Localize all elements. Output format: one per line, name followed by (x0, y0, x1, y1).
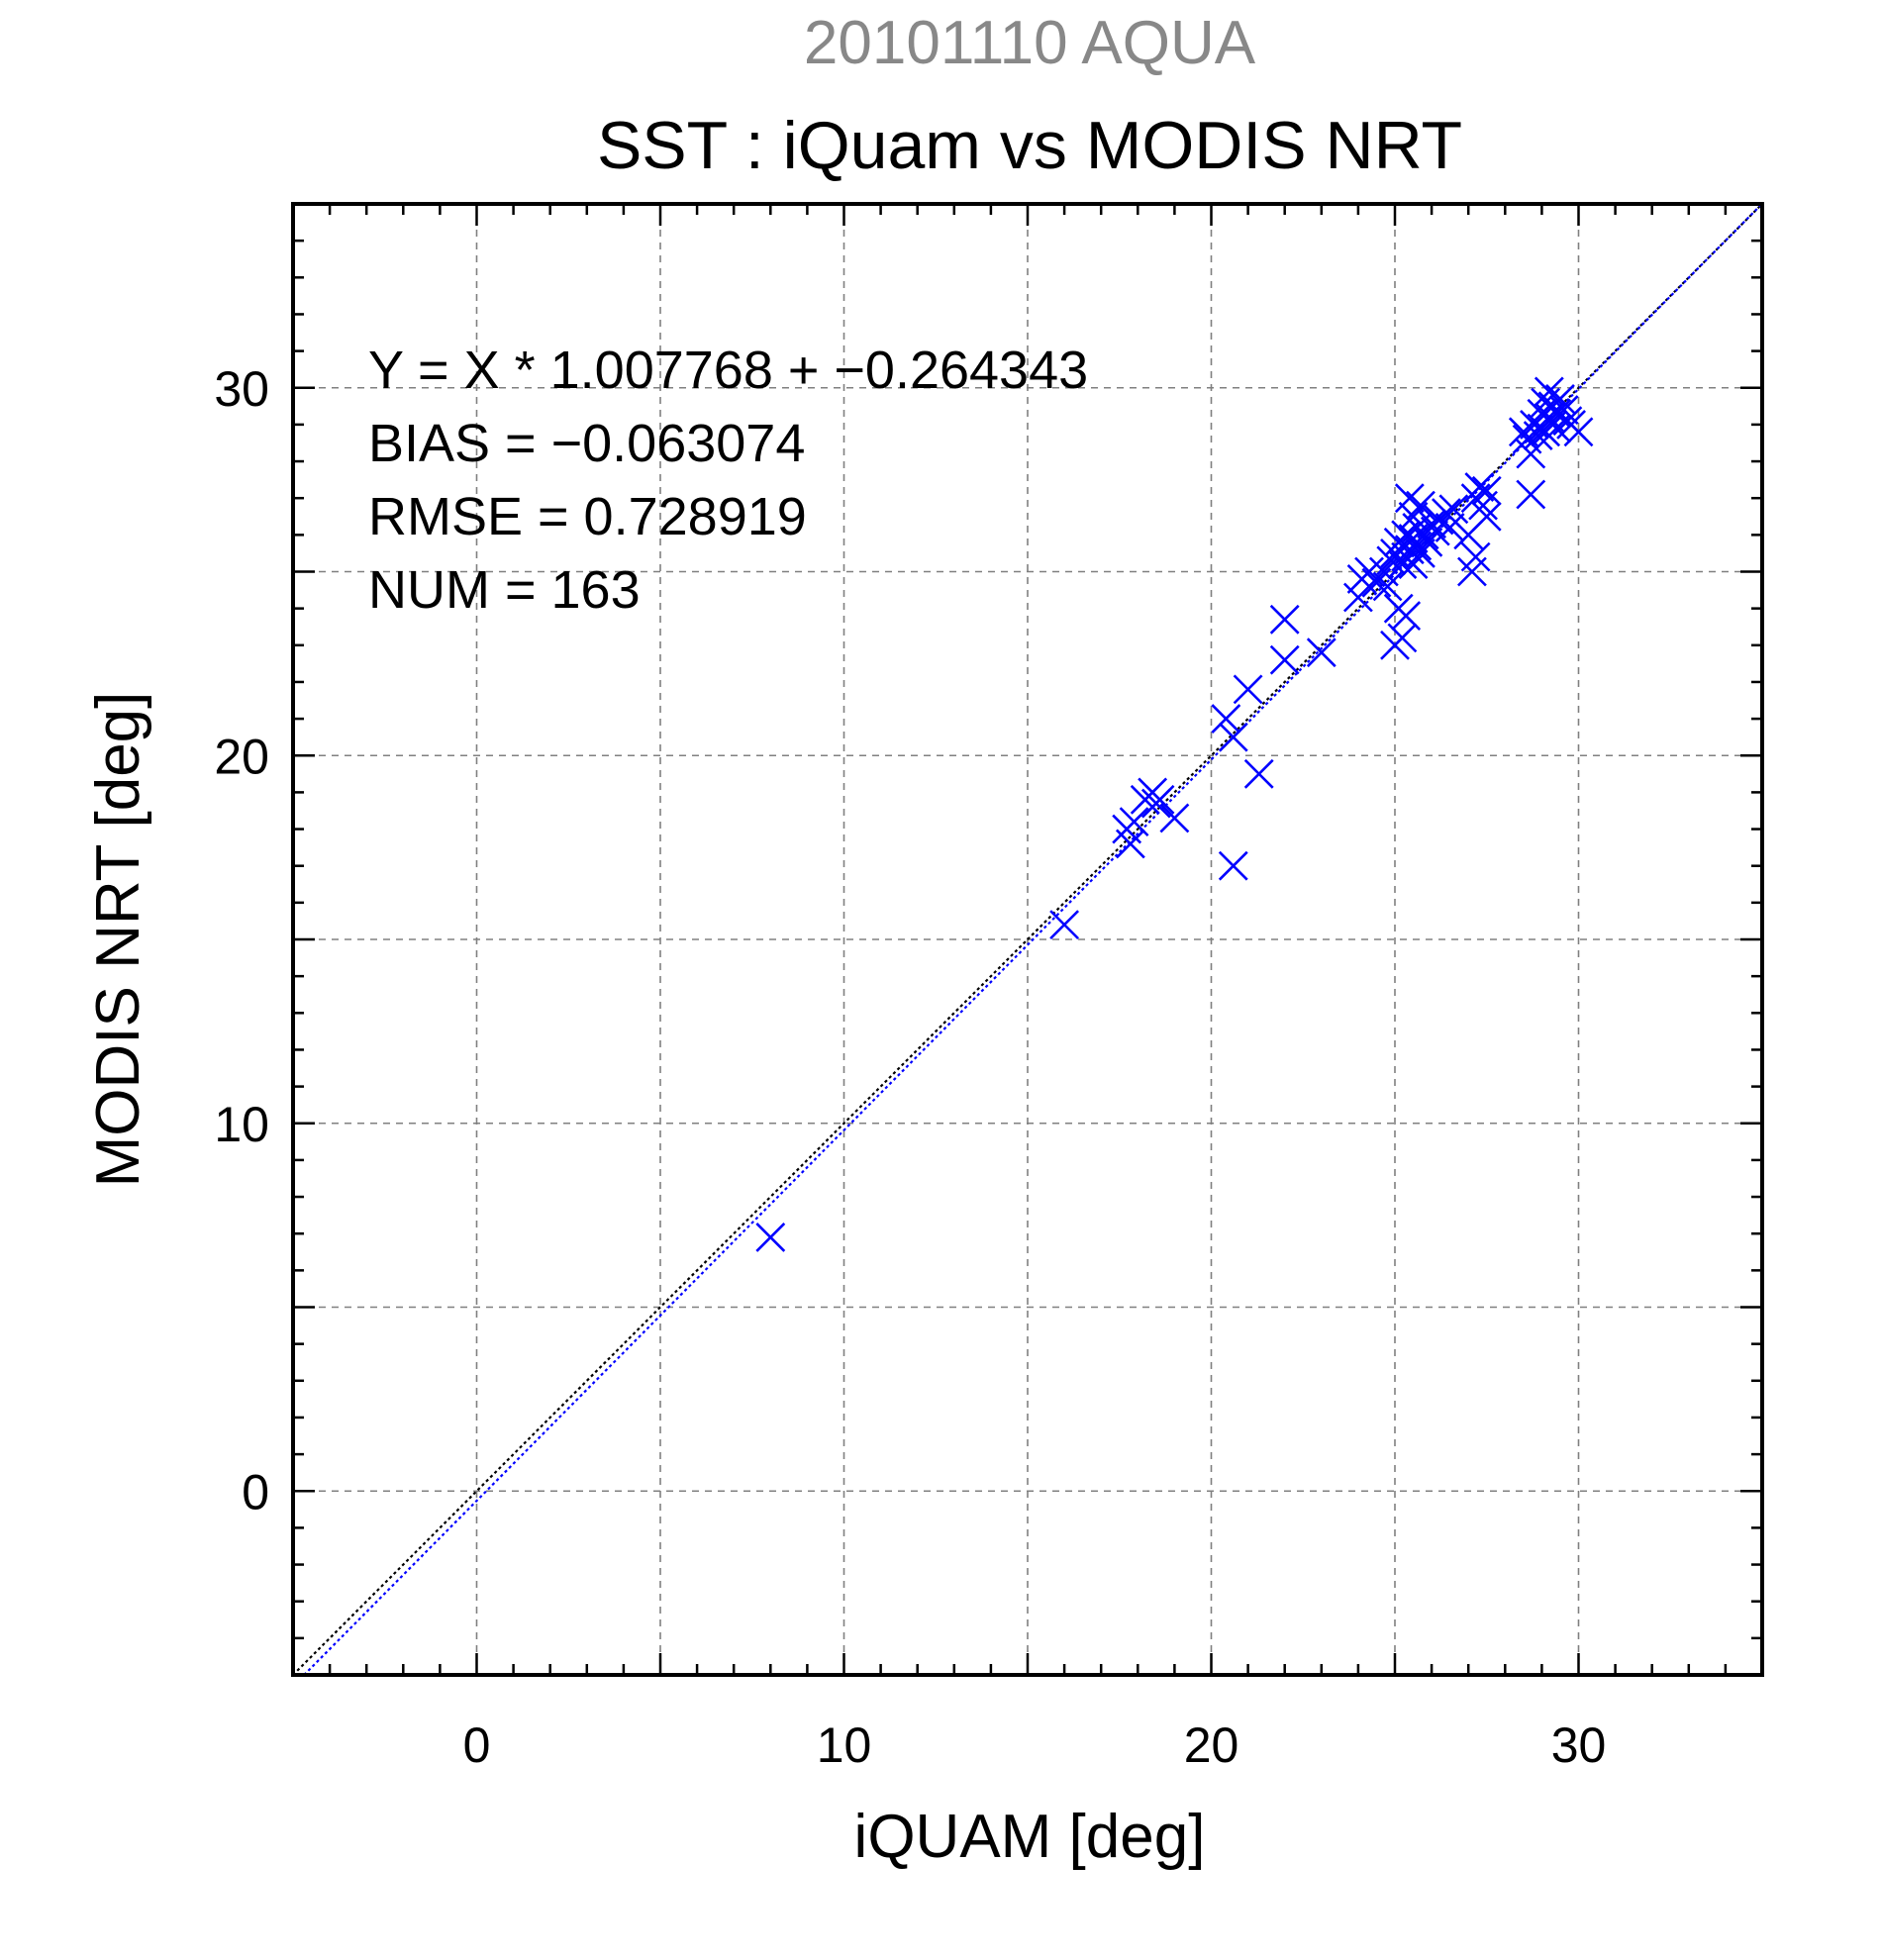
x-tick-label: 20 (1184, 1717, 1239, 1773)
data-point-stroke (1387, 623, 1418, 653)
data-point (1211, 704, 1241, 735)
data-point-stroke (1211, 704, 1241, 735)
data-point (1438, 494, 1469, 525)
chart-title: SST : iQuam vs MODIS NRT (597, 108, 1462, 183)
stat-count: NUM = 163 (368, 560, 641, 620)
data-point (1243, 758, 1274, 789)
data-point (1306, 637, 1336, 668)
x-axis-label: iQUAM [deg] (854, 1803, 1206, 1871)
data-point-stroke (1144, 784, 1175, 815)
data-point-stroke (1342, 582, 1373, 613)
tick-labels: 0 10 20 30 0 10 20 30 (214, 361, 1606, 1773)
data-point-stroke (1471, 501, 1502, 532)
y-tick-label: 20 (214, 729, 269, 784)
data-point (1119, 807, 1149, 837)
data-point (1471, 501, 1502, 532)
data-point (1144, 784, 1175, 815)
regression-line (303, 203, 1763, 1676)
stat-bias: BIAS = −0.063074 (368, 414, 805, 473)
chart-subtitle: 20101110 AQUA (804, 9, 1256, 77)
data-point (1218, 850, 1248, 881)
data-point (1516, 479, 1546, 510)
data-point (1417, 509, 1447, 539)
data-point-stroke (1387, 549, 1418, 579)
data-point-stroke (1438, 494, 1469, 525)
reference-lines (292, 203, 1763, 1676)
data-point-stroke (1269, 604, 1300, 635)
data-point-stroke (1460, 541, 1491, 572)
data-point-stroke (1372, 571, 1403, 602)
data-point (1545, 383, 1575, 414)
data-point (1342, 582, 1373, 613)
data-point-stroke (1417, 509, 1447, 539)
data-point-stroke (1432, 498, 1461, 528)
data-point-stroke (1159, 803, 1190, 833)
data-point-stroke (1394, 483, 1425, 514)
data-point (1159, 803, 1190, 833)
data-point-stroke (1534, 402, 1564, 433)
data-point (1218, 722, 1248, 752)
data-point-stroke (1243, 758, 1274, 789)
y-tick-label: 0 (242, 1464, 269, 1519)
data-point-stroke (1516, 479, 1546, 510)
data-point (1372, 571, 1403, 602)
data-point-stroke (1534, 376, 1564, 407)
data-point-stroke (1545, 383, 1575, 414)
data-point (1464, 472, 1495, 502)
grid (293, 204, 1762, 1675)
y-axis-label: MODIS NRT [deg] (84, 692, 152, 1188)
data-point-stroke (1354, 556, 1384, 587)
data-point-stroke (1233, 674, 1263, 705)
data-point (1269, 644, 1300, 675)
data-point (1233, 674, 1263, 705)
x-tick-label: 30 (1551, 1717, 1607, 1773)
data-point-stroke (1406, 490, 1436, 521)
data-points (755, 376, 1594, 1252)
data-point (1269, 604, 1300, 635)
data-point-stroke (1306, 637, 1336, 668)
data-point-stroke (1435, 513, 1465, 542)
data-point (1435, 513, 1465, 542)
data-point (1406, 490, 1436, 521)
y-tick-label: 30 (214, 361, 269, 417)
data-point-stroke (1218, 850, 1248, 881)
data-point (1391, 601, 1422, 631)
data-point-stroke (1563, 417, 1594, 447)
data-point (1548, 395, 1579, 425)
data-point (1563, 417, 1594, 447)
data-point-stroke (1115, 829, 1145, 859)
data-point-stroke (1516, 439, 1546, 469)
y-tick-label: 10 (214, 1097, 269, 1152)
data-point (1387, 549, 1418, 579)
data-point (1516, 439, 1546, 469)
data-point (1471, 475, 1502, 506)
data-point-stroke (1391, 601, 1422, 631)
x-tick-label: 0 (463, 1717, 491, 1773)
data-point-stroke (1119, 807, 1149, 837)
data-point (1460, 541, 1491, 572)
data-point-stroke (1049, 910, 1080, 940)
stat-regression: Y = X * 1.007768 + −0.264343 (368, 341, 1088, 400)
data-point-stroke (1269, 644, 1300, 675)
data-point (1049, 910, 1080, 940)
data-point-stroke (1218, 722, 1248, 752)
data-point-stroke (755, 1222, 786, 1252)
x-tick-label: 10 (817, 1717, 872, 1773)
data-point-stroke (1464, 472, 1495, 502)
identity-line (292, 203, 1763, 1676)
stat-rmse: RMSE = 0.728919 (368, 487, 807, 546)
data-point-stroke (1398, 524, 1429, 553)
data-point-stroke (1548, 395, 1579, 425)
data-point-stroke (1471, 475, 1502, 506)
data-point (755, 1222, 786, 1252)
stats-block: Y = X * 1.007768 + −0.264343 BIAS = −0.0… (368, 341, 1088, 620)
data-point-stroke (1523, 421, 1553, 450)
plot-frame (291, 202, 1764, 1677)
